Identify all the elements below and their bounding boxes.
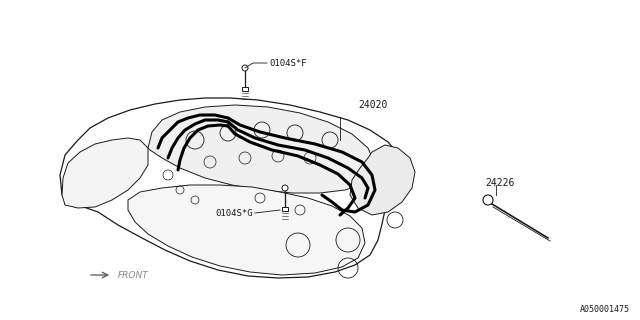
Text: 24020: 24020 [358, 100, 387, 110]
Circle shape [282, 185, 288, 191]
Polygon shape [282, 207, 288, 211]
Polygon shape [350, 145, 415, 215]
Polygon shape [242, 87, 248, 91]
Text: FRONT: FRONT [118, 270, 148, 279]
Text: A050001475: A050001475 [580, 305, 630, 314]
Polygon shape [62, 138, 148, 208]
Text: 0104S*G: 0104S*G [216, 209, 253, 218]
Circle shape [483, 195, 493, 205]
Polygon shape [128, 185, 365, 275]
Circle shape [242, 65, 248, 71]
Polygon shape [148, 105, 374, 193]
Text: 24226: 24226 [485, 178, 515, 188]
Text: 0104S*F: 0104S*F [269, 59, 307, 68]
